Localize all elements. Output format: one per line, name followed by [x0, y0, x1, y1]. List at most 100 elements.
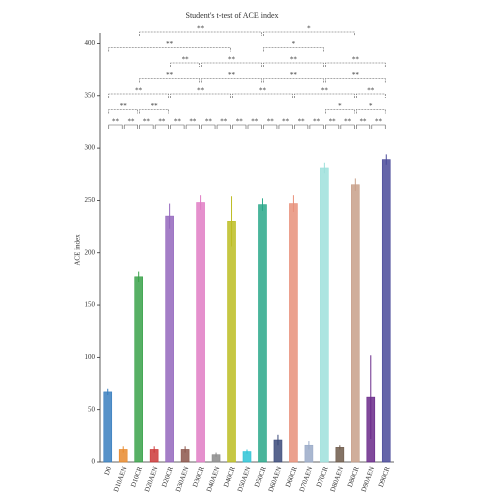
bar [134, 276, 143, 463]
significance-label: ** [375, 118, 383, 126]
x-tick-label: D30AEN [174, 465, 191, 493]
bar [227, 221, 236, 463]
x-tick-label: D40AEN [205, 465, 222, 493]
significance-label: ** [259, 87, 267, 95]
significance-label: ** [205, 118, 213, 126]
significance-bracket [325, 78, 386, 83]
significance-bracket [216, 124, 231, 129]
bar [196, 202, 205, 463]
significance-label: ** [251, 118, 259, 126]
significance-bracket [356, 124, 371, 129]
significance-bracket [154, 124, 169, 129]
significance-label: ** [329, 118, 337, 126]
significance-label: ** [166, 71, 174, 79]
y-tick-label: 200 [85, 248, 96, 256]
significance-bracket [232, 93, 293, 98]
bar [103, 391, 113, 463]
significance-label: ** [197, 87, 205, 95]
significance-bracket [356, 109, 386, 114]
x-tick-label: D90CR [377, 465, 392, 488]
bar [335, 447, 345, 463]
significance-label: ** [290, 56, 298, 64]
significance-bracket [139, 109, 169, 114]
significance-label: ** [189, 118, 197, 126]
x-tick-label: D20AEN [143, 465, 160, 493]
significance-label: ** [352, 71, 360, 79]
x-tick-label: D70CR [315, 465, 330, 488]
significance-label: ** [290, 71, 298, 79]
significance-bracket [325, 62, 386, 67]
bar [289, 203, 298, 463]
y-tick-label: 100 [85, 353, 96, 361]
significance-label: ** [166, 40, 174, 48]
significance-label: * [292, 40, 296, 48]
significance-bracket [247, 124, 262, 129]
significance-label: ** [360, 118, 368, 126]
x-tick-label: D50CR [253, 465, 268, 488]
chart-title: Student's t-test of ACE index [186, 11, 279, 20]
bar [381, 159, 391, 463]
significance-label: ** [151, 102, 159, 110]
significance-bracket [294, 124, 309, 129]
significance-bracket [108, 124, 123, 129]
x-tick-label: D60CR [284, 465, 299, 488]
significance-bracket [170, 124, 185, 129]
significance-bracket [232, 124, 247, 129]
significance-bracket [108, 93, 169, 98]
significance-label: ** [298, 118, 306, 126]
significance-bracket [263, 47, 324, 52]
significance-bracket [170, 62, 200, 67]
y-tick-label: 50 [88, 405, 96, 413]
significance-label: ** [158, 118, 166, 126]
significance-label: ** [143, 118, 151, 126]
significance-bracket [340, 124, 355, 129]
significance-bracket [294, 93, 355, 98]
x-tick-label: D70AEN [298, 465, 315, 493]
significance-label: ** [174, 118, 182, 126]
significance-bracket [263, 124, 278, 129]
significance-bracket [108, 47, 231, 52]
significance-label: ** [112, 118, 120, 126]
significance-label: * [369, 102, 373, 110]
y-tick-label: 0 [92, 458, 96, 466]
bar [351, 184, 360, 463]
y-tick-label: 400 [85, 39, 96, 47]
significance-label: ** [313, 118, 321, 126]
x-tick-label: D20CR [160, 465, 175, 488]
bar [165, 215, 174, 463]
significance-bracket [139, 124, 154, 129]
significance-label: ** [344, 118, 352, 126]
significance-label: * [338, 102, 342, 110]
significance-bracket [371, 124, 386, 129]
significance-bracket [170, 93, 231, 98]
y-tick-label: 300 [85, 144, 96, 152]
x-tick-label: D80CR [346, 465, 361, 488]
significance-label: ** [236, 118, 244, 126]
significance-bracket [309, 124, 324, 129]
significance-bracket [139, 78, 200, 83]
significance-bracket [278, 124, 293, 129]
significance-label: ** [220, 118, 228, 126]
x-tick-label: D90AEN [360, 465, 377, 493]
significance-bracket [325, 109, 355, 114]
x-tick-label: D80AEN [329, 465, 346, 493]
significance-label: ** [321, 87, 329, 95]
significance-label: * [307, 25, 311, 33]
significance-bracket [325, 124, 340, 129]
y-tick-label: 350 [85, 91, 96, 99]
significance-bracket [201, 124, 216, 129]
significance-label: ** [282, 118, 290, 126]
x-tick-label: D60AEN [267, 465, 284, 493]
significance-label: ** [267, 118, 275, 126]
significance-bracket [108, 109, 138, 114]
significance-label: ** [182, 56, 190, 64]
bar [258, 204, 267, 463]
significance-label: ** [197, 25, 205, 33]
significance-label: ** [127, 118, 135, 126]
significance-label: ** [352, 56, 360, 64]
significance-bracket [185, 124, 200, 129]
significance-bracket [263, 78, 324, 83]
significance-label: ** [228, 71, 236, 79]
x-tick-label: D40CR [222, 465, 237, 488]
